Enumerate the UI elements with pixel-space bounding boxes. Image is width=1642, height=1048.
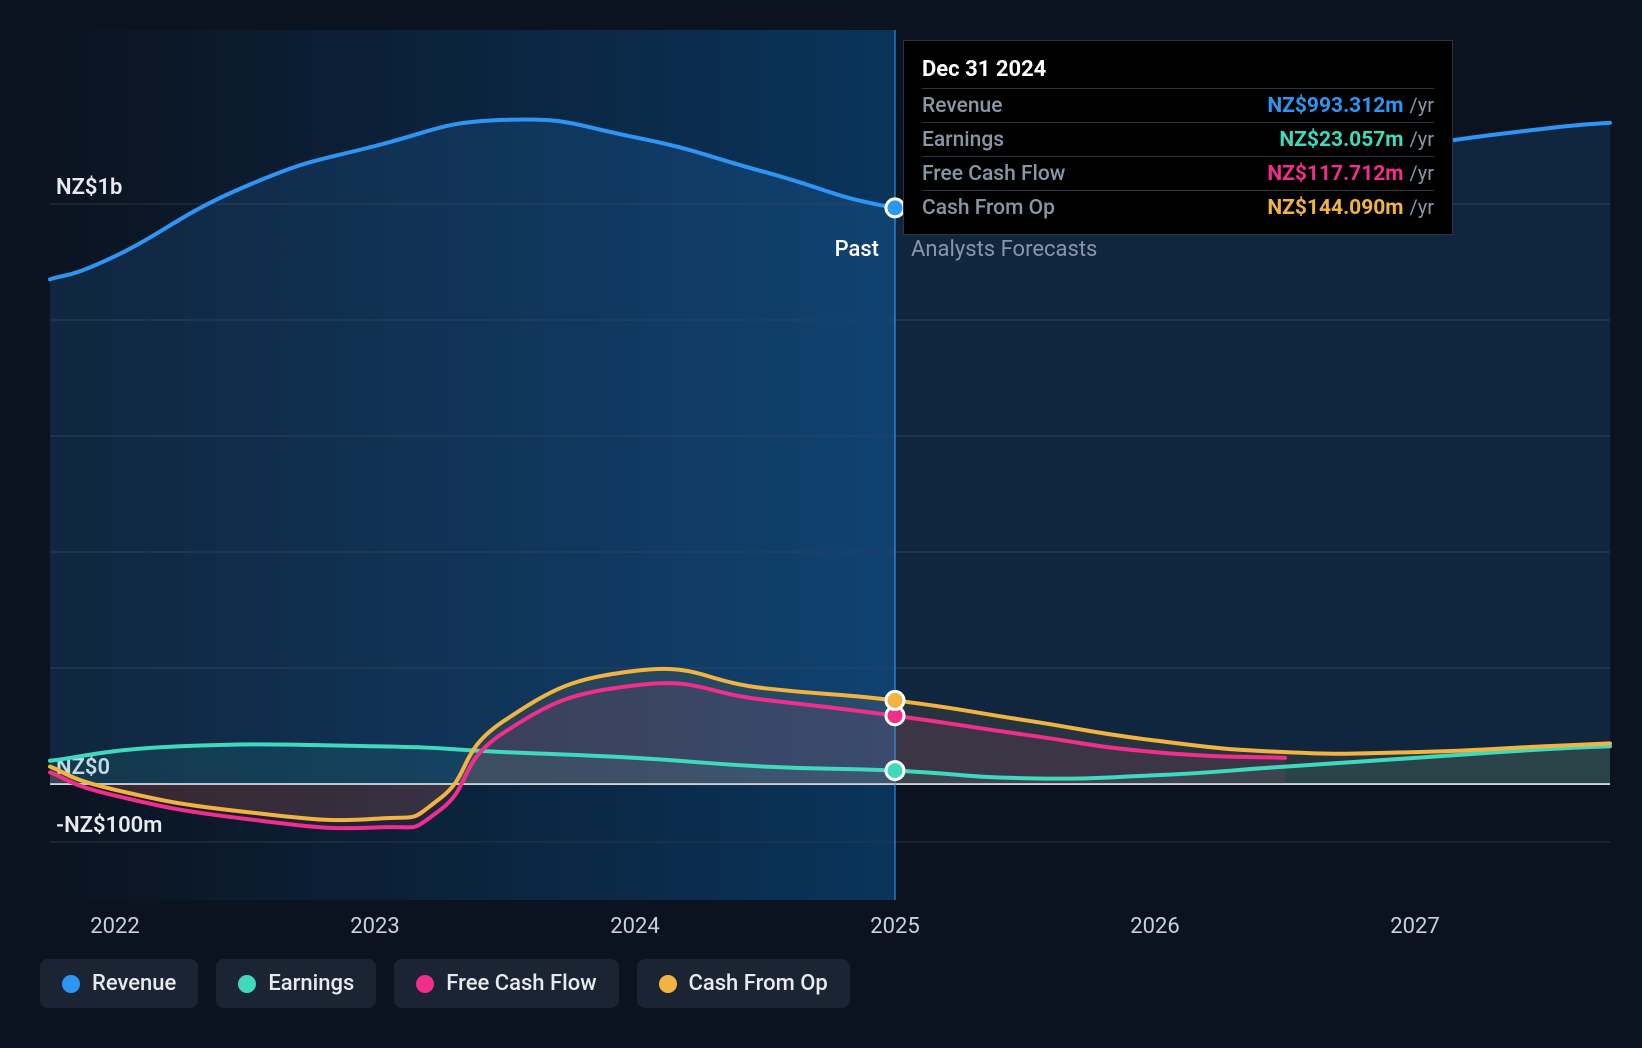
- legend-label: Earnings: [268, 971, 354, 996]
- tooltip-series-value: NZ$144.090m: [1267, 196, 1403, 220]
- legend-item-fcf[interactable]: Free Cash Flow: [394, 959, 618, 1008]
- chart-container: NZ$1bNZ$0-NZ$100mPastAnalysts Forecasts …: [40, 20, 1620, 900]
- x-axis-tick-label: 2024: [610, 914, 659, 939]
- tooltip-series-value: NZ$993.312m: [1267, 94, 1403, 118]
- legend-dot-icon: [238, 975, 256, 993]
- legend-item-earnings[interactable]: Earnings: [216, 959, 376, 1008]
- tooltip-unit: /yr: [1410, 195, 1435, 219]
- legend-label: Revenue: [92, 971, 176, 996]
- tooltip-series-value: NZ$117.712m: [1267, 162, 1403, 186]
- series-marker-revenue: [886, 199, 904, 217]
- tooltip-row: Revenue NZ$993.312m/yr: [922, 89, 1434, 123]
- series-marker-cfo: [886, 691, 904, 709]
- forecast-label: Analysts Forecasts: [911, 237, 1097, 262]
- legend-item-cfo[interactable]: Cash From Op: [637, 959, 850, 1008]
- tooltip-series-name: Free Cash Flow: [922, 162, 1065, 186]
- legend-item-revenue[interactable]: Revenue: [40, 959, 198, 1008]
- tooltip-unit: /yr: [1410, 161, 1435, 185]
- tooltip-row: Earnings NZ$23.057m/yr: [922, 123, 1434, 157]
- tooltip-date: Dec 31 2024: [922, 51, 1434, 89]
- legend-dot-icon: [416, 975, 434, 993]
- tooltip-series-name: Earnings: [922, 128, 1004, 152]
- y-axis-tick-label: -NZ$100m: [56, 813, 162, 838]
- x-axis-tick-label: 2023: [350, 914, 399, 939]
- series-marker-earnings: [886, 762, 904, 780]
- x-axis-tick-label: 2022: [90, 914, 139, 939]
- chart-tooltip: Dec 31 2024 RevenueNZ$993.312m/yrEarning…: [903, 40, 1453, 235]
- legend-dot-icon: [62, 975, 80, 993]
- legend-dot-icon: [659, 975, 677, 993]
- tooltip-series-value: NZ$23.057m: [1279, 128, 1403, 152]
- past-label: Past: [835, 237, 879, 262]
- x-axis-tick-label: 2027: [1390, 914, 1439, 939]
- tooltip-series-name: Cash From Op: [922, 196, 1055, 220]
- tooltip-row: Free Cash Flow NZ$117.712m/yr: [922, 157, 1434, 191]
- x-axis-tick-label: 2025: [870, 914, 919, 939]
- tooltip-unit: /yr: [1410, 127, 1435, 151]
- chart-legend: Revenue Earnings Free Cash Flow Cash From O…: [40, 959, 850, 1008]
- y-axis-tick-label: NZ$1b: [56, 175, 122, 200]
- tooltip-series-name: Revenue: [922, 94, 1002, 118]
- legend-label: Free Cash Flow: [446, 971, 596, 996]
- tooltip-unit: /yr: [1410, 93, 1435, 117]
- x-axis-tick-label: 2026: [1130, 914, 1179, 939]
- tooltip-row: Cash From Op NZ$144.090m/yr: [922, 191, 1434, 224]
- legend-label: Cash From Op: [689, 971, 828, 996]
